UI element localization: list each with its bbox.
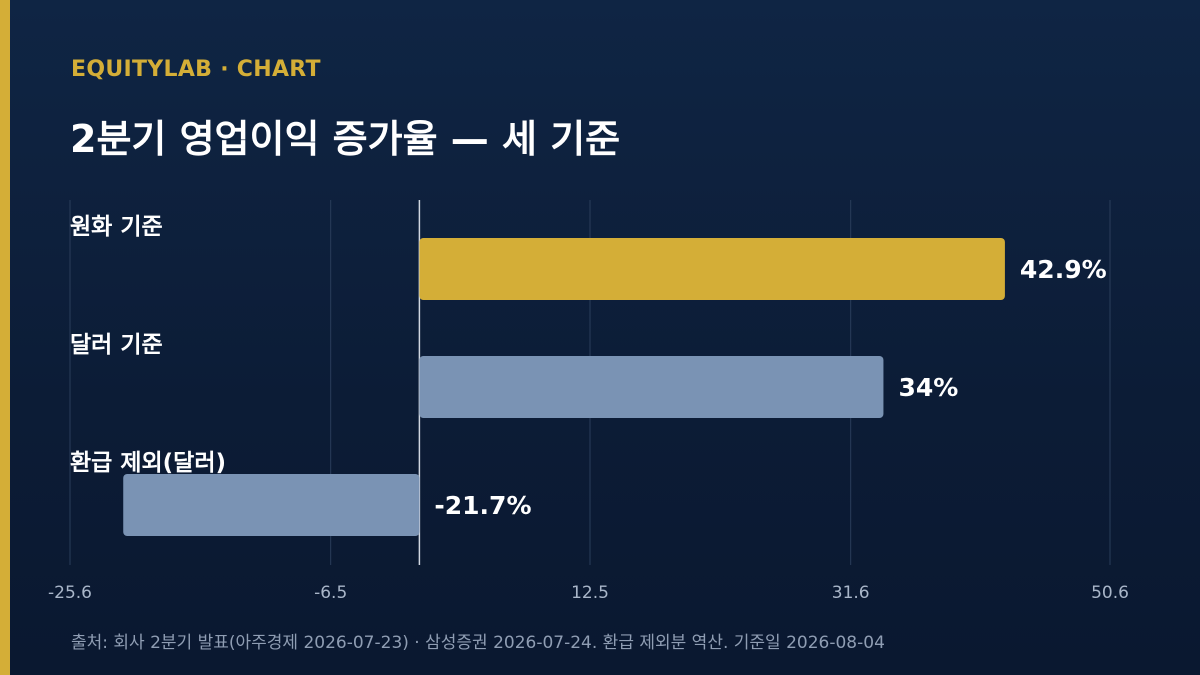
x-tick-label: 31.6 (832, 583, 870, 603)
x-tick-label: 12.5 (571, 583, 609, 603)
bar (123, 474, 420, 536)
category-label: 환급 제외(달러) (70, 450, 226, 476)
category-label: 달러 기준 (70, 332, 163, 358)
bar (419, 356, 884, 418)
category-label: 원화 기준 (70, 214, 163, 240)
value-label: -21.7% (434, 491, 531, 520)
value-label: 42.9% (1020, 255, 1107, 284)
x-tick-label: 50.6 (1091, 583, 1129, 603)
source-note: 출처: 회사 2분기 발표(아주경제 2026-07-23) · 삼성증권 20… (71, 633, 885, 653)
accent-bar (0, 0, 10, 675)
x-tick-label: -25.6 (48, 583, 92, 603)
x-tick-label: -6.5 (314, 583, 347, 603)
value-label: 34% (898, 373, 958, 402)
brand-label: EQUITYLAB · CHART (71, 57, 321, 82)
bar (419, 238, 1005, 300)
chart-title: 2분기 영업이익 증가율 — 세 기준 (70, 117, 621, 161)
